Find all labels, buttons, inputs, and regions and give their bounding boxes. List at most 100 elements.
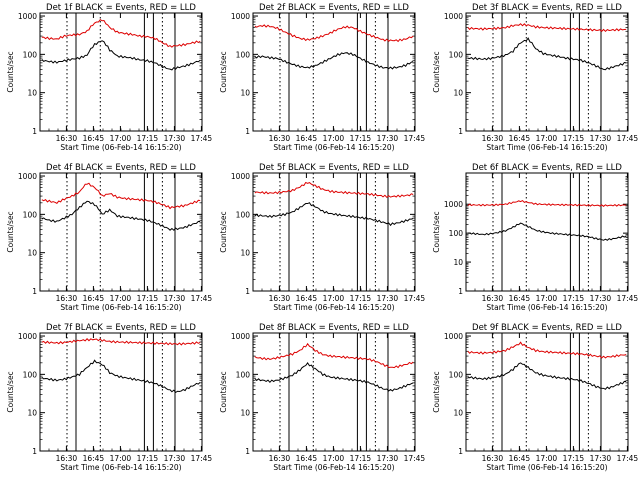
chart-panel-6: Det 6f BLACK = Events, RED = LLD Counts/s…	[432, 163, 638, 312]
x-axis-label: Start Time (06-Feb-14 16:15:20)	[273, 463, 394, 472]
x-tick-label: 16:45	[296, 294, 318, 303]
chart-title: Det 5f BLACK = Events, RED = LLD	[259, 163, 409, 173]
y-tick-label: 100	[23, 210, 38, 219]
x-tick-label: 17:30	[590, 454, 612, 463]
y-tick-label: 1	[245, 127, 250, 136]
y-tick-label: 10	[27, 89, 37, 98]
y-tick-label: 10	[27, 249, 37, 258]
y-axis-label: Counts/sec	[219, 211, 228, 252]
x-axis-label: Start Time (06-Feb-14 16:15:20)	[60, 463, 181, 472]
chart-title: Det 2f BLACK = Events, RED = LLD	[259, 3, 409, 13]
y-tick-label: 100	[449, 50, 464, 59]
x-tick-label: 17:45	[191, 134, 213, 143]
y-axis-label: Counts/sec	[6, 211, 15, 252]
y-tick-label: 10	[240, 249, 250, 258]
y-tick-label: 1000	[18, 332, 37, 341]
events-series-line	[254, 52, 414, 70]
x-tick-label: 17:45	[191, 454, 213, 463]
x-tick-label: 17:45	[617, 454, 639, 463]
x-tick-label: 16:30	[482, 454, 504, 463]
events-series-line	[254, 202, 414, 227]
x-tick-label: 17:30	[377, 454, 399, 463]
y-tick-label: 1	[32, 127, 37, 136]
x-tick-label: 17:00	[536, 134, 558, 143]
lld-series-line	[254, 24, 414, 43]
y-tick-label: 1000	[444, 12, 463, 21]
y-tick-label: 1	[458, 447, 463, 456]
chart-title: Det 6f BLACK = Events, RED = LLD	[472, 163, 622, 173]
y-tick-label: 100	[449, 370, 464, 379]
y-axis-label: Counts/sec	[432, 211, 441, 252]
x-tick-label: 16:45	[509, 294, 531, 303]
x-tick-label: 17:45	[617, 134, 639, 143]
y-tick-label: 1000	[231, 172, 250, 181]
x-axis-label: Start Time (06-Feb-14 16:15:20)	[60, 143, 181, 152]
panel-grid: Det 1f BLACK = Events, RED = LLD Counts/s…	[6, 3, 638, 472]
chart-panel-7: Det 7f BLACK = Events, RED = LLD Counts/s…	[6, 323, 212, 472]
x-axis-label: Start Time (06-Feb-14 16:15:20)	[486, 303, 607, 312]
lld-series-line	[41, 338, 201, 346]
x-tick-label: 17:00	[110, 454, 132, 463]
x-tick-label: 17:30	[377, 294, 399, 303]
x-tick-label: 17:00	[323, 294, 345, 303]
y-tick-label: 1000	[444, 200, 463, 209]
events-series-line	[41, 200, 201, 231]
y-tick-label: 1	[32, 447, 37, 456]
x-tick-label: 17:00	[110, 294, 132, 303]
x-axis-label: Start Time (06-Feb-14 16:15:20)	[273, 143, 394, 152]
x-tick-label: 16:30	[269, 134, 291, 143]
lld-series-line	[41, 19, 201, 48]
x-tick-label: 17:15	[350, 134, 372, 143]
chart-panel-3: Det 3f BLACK = Events, RED = LLD Counts/s…	[432, 3, 638, 152]
chart-panel-1: Det 1f BLACK = Events, RED = LLD Counts/s…	[6, 3, 212, 152]
x-tick-label: 16:45	[509, 454, 531, 463]
x-axis-label: Start Time (06-Feb-14 16:15:20)	[486, 463, 607, 472]
x-tick-label: 17:45	[404, 454, 426, 463]
chart-panel-5: Det 5f BLACK = Events, RED = LLD Counts/s…	[219, 163, 425, 312]
y-axis-label: Counts/sec	[6, 371, 15, 412]
x-tick-label: 16:30	[269, 294, 291, 303]
y-axis-label: Counts/sec	[219, 51, 228, 92]
chart-title: Det 7f BLACK = Events, RED = LLD	[46, 323, 196, 333]
x-tick-label: 17:30	[164, 134, 186, 143]
x-tick-label: 17:45	[191, 294, 213, 303]
lld-series-line	[467, 23, 627, 33]
y-tick-label: 1000	[18, 172, 37, 181]
x-tick-label: 16:45	[296, 134, 318, 143]
x-tick-label: 17:00	[323, 454, 345, 463]
y-tick-label: 100	[236, 210, 251, 219]
chart-title: Det 9f BLACK = Events, RED = LLD	[472, 323, 622, 333]
x-tick-label: 16:30	[56, 294, 78, 303]
x-axis-label: Start Time (06-Feb-14 16:15:20)	[60, 303, 181, 312]
lld-series-line	[254, 342, 414, 369]
y-axis-label: Counts/sec	[432, 371, 441, 412]
x-tick-label: 17:45	[404, 134, 426, 143]
x-tick-label: 17:30	[590, 134, 612, 143]
y-axis-label: Counts/sec	[219, 371, 228, 412]
chart-title: Det 8f BLACK = Events, RED = LLD	[259, 323, 409, 333]
x-tick-label: 17:30	[164, 454, 186, 463]
chart-title: Det 4f BLACK = Events, RED = LLD	[46, 163, 196, 173]
lld-series-line	[467, 199, 627, 207]
events-series-line	[467, 362, 627, 390]
x-tick-label: 17:30	[590, 294, 612, 303]
y-axis-label: Counts/sec	[432, 51, 441, 92]
x-tick-label: 17:15	[563, 454, 585, 463]
lld-series-line	[41, 182, 201, 210]
x-tick-label: 16:30	[482, 294, 504, 303]
x-tick-label: 16:45	[83, 294, 105, 303]
y-tick-label: 1	[458, 127, 463, 136]
chart-panel-2: Det 2f BLACK = Events, RED = LLD Counts/s…	[219, 3, 425, 152]
events-series-line	[467, 222, 627, 241]
y-tick-label: 10	[27, 409, 37, 418]
y-tick-label: 10	[453, 258, 463, 267]
x-tick-label: 17:15	[137, 454, 159, 463]
x-tick-label: 17:00	[110, 134, 132, 143]
chart-panel-9: Det 9f BLACK = Events, RED = LLD Counts/s…	[432, 323, 638, 472]
x-tick-label: 16:45	[509, 134, 531, 143]
chart-title: Det 3f BLACK = Events, RED = LLD	[472, 3, 622, 13]
y-tick-label: 10	[453, 89, 463, 98]
y-tick-label: 1	[245, 447, 250, 456]
events-series-line	[41, 359, 201, 394]
